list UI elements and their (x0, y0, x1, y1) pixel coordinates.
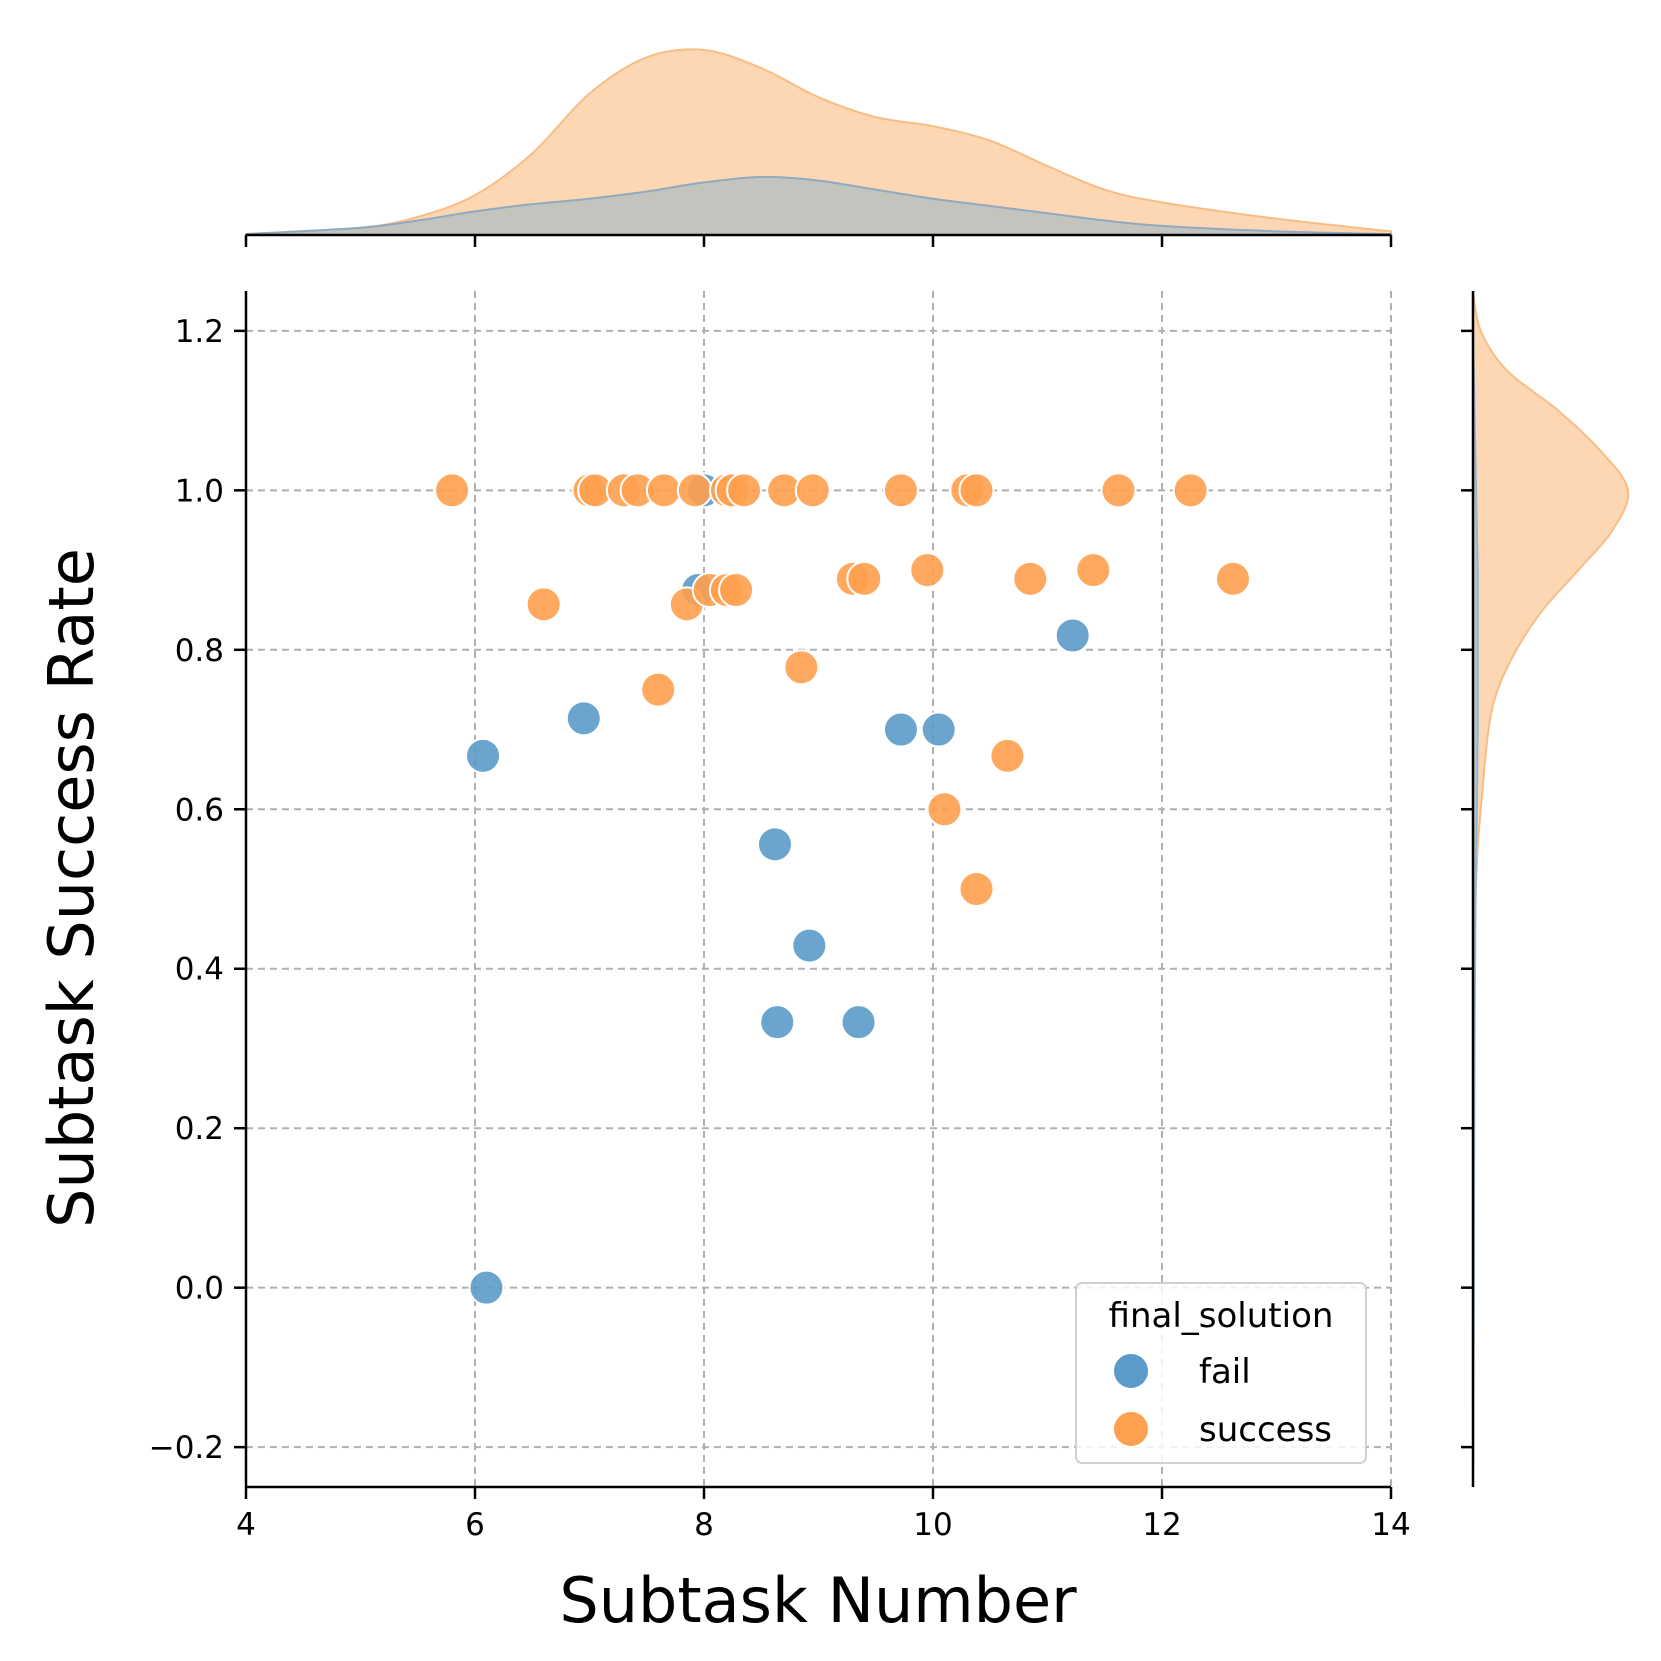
x-tick-label: 14 (1371, 1507, 1410, 1543)
legend-box (1075, 1282, 1367, 1464)
point-success (1100, 472, 1137, 509)
top-marginal-density (245, 48, 1392, 236)
x-tick-label: 4 (236, 1507, 256, 1543)
x-tick-label: 12 (1142, 1507, 1181, 1543)
point-success (989, 737, 1026, 774)
point-fail (759, 1004, 796, 1041)
point-success (783, 649, 820, 686)
point-success (726, 472, 763, 509)
point-success (958, 871, 995, 907)
legend-marker-fail (1112, 1352, 1150, 1390)
point-success (882, 472, 919, 509)
point-fail (920, 711, 957, 748)
axes: 4 6 8 10 12 14 −0.2 0.0 0.2 0.4 0.6 0.8 1.0 1.2 (149, 233, 1475, 1543)
point-success (645, 472, 682, 509)
point-fail (465, 737, 502, 774)
right-marginal-density (1471, 290, 1630, 1488)
point-success (926, 791, 963, 828)
point-fail (756, 826, 793, 863)
legend-marker-success (1112, 1410, 1150, 1448)
point-success (794, 472, 831, 509)
y-tick-label: 0.4 (175, 952, 224, 988)
point-success (640, 671, 677, 708)
point-success (718, 572, 755, 608)
point-success (1012, 560, 1049, 597)
point-success (434, 472, 471, 509)
scatter-points (434, 472, 1251, 1306)
legend-title: final_solution (1109, 1296, 1334, 1336)
x-axis-label: Subtask Number (559, 1564, 1077, 1637)
point-success (1214, 560, 1251, 597)
point-fail (565, 700, 602, 737)
legend: final_solution fail success (1075, 1282, 1367, 1464)
y-tick-label: 1.0 (175, 473, 224, 509)
x-tick-label: 6 (465, 1507, 485, 1543)
point-success (909, 552, 946, 589)
point-success (676, 472, 713, 509)
top-kde-fail (245, 175, 1392, 236)
point-success (525, 586, 562, 623)
point-fail (840, 1004, 877, 1041)
point-fail (882, 711, 919, 748)
right-kde-success (1471, 290, 1630, 1488)
y-tick-label: 1.2 (175, 314, 224, 350)
legend-label-success: success (1199, 1410, 1332, 1450)
y-tick-label: 0.0 (175, 1271, 224, 1307)
x-tick-label: 10 (913, 1507, 952, 1543)
y-tick-label: 0.2 (175, 1111, 224, 1147)
legend-label-fail: fail (1199, 1352, 1251, 1392)
point-fail (468, 1269, 505, 1306)
y-tick-label: 0.6 (175, 792, 224, 828)
point-success (846, 560, 883, 597)
top-kde-success (245, 48, 1392, 236)
point-success (1075, 552, 1112, 589)
point-fail (791, 927, 828, 964)
point-fail (1054, 617, 1091, 654)
y-tick-label: 0.8 (175, 633, 224, 669)
x-tick-label: 8 (694, 1507, 714, 1543)
y-axis-label: Subtask Success Rate (35, 548, 108, 1228)
y-tick-label: −0.2 (149, 1430, 224, 1466)
point-success (958, 472, 995, 509)
point-success (1172, 472, 1209, 509)
